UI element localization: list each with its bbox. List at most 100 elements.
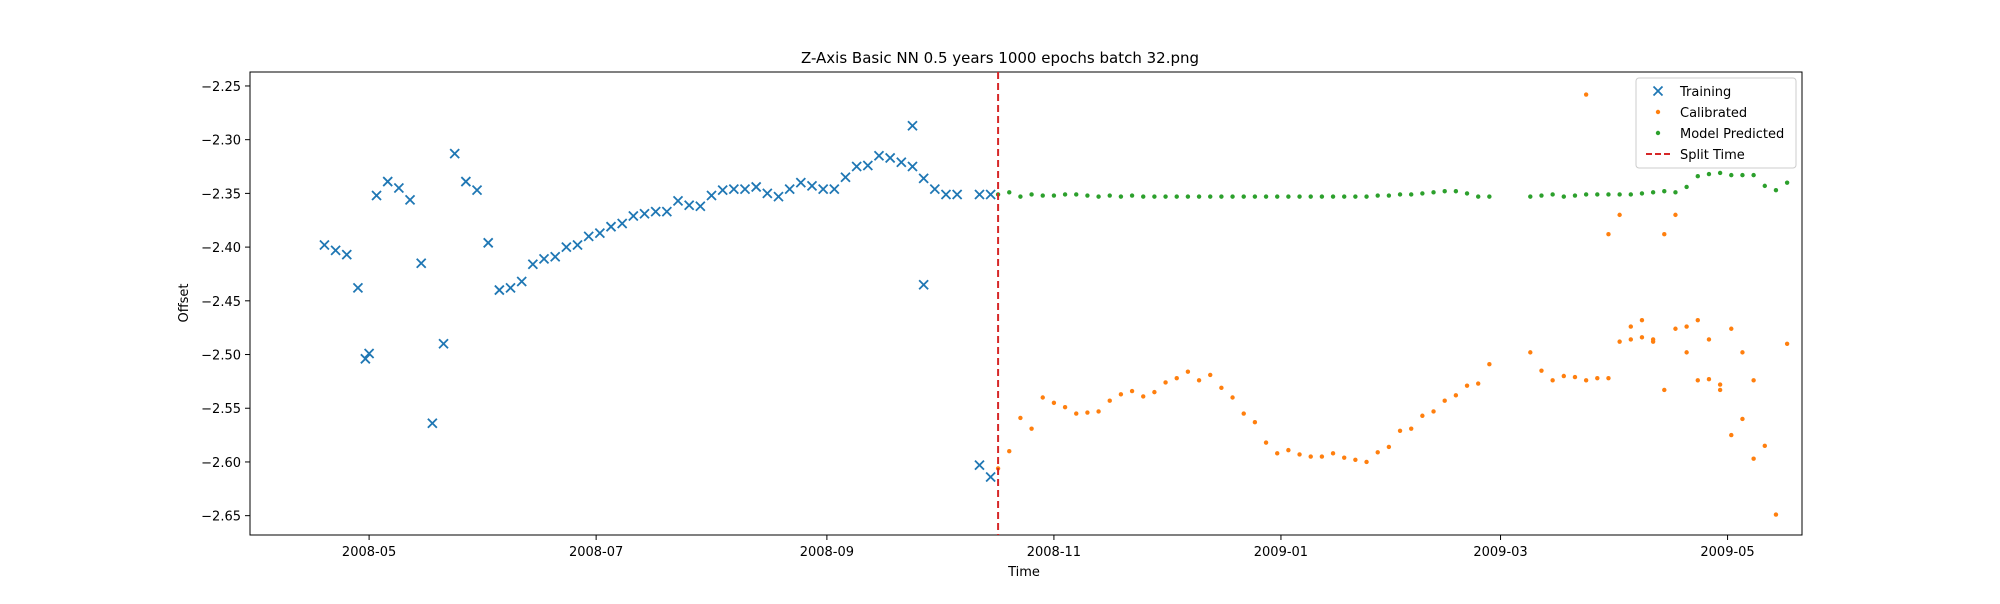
training-point	[583, 231, 594, 242]
model-predicted-point	[1583, 192, 1589, 197]
calibrated-point	[1286, 447, 1291, 453]
calibrated-point	[1628, 324, 1633, 329]
model-predicted-point	[1219, 194, 1224, 199]
calibrated-point	[1617, 212, 1622, 218]
training-point	[974, 460, 985, 471]
training-point	[516, 276, 527, 287]
model-predicted-point	[1740, 172, 1745, 178]
y-tick-label: −2.55	[201, 402, 241, 417]
model-predicted-point	[1628, 192, 1633, 197]
legend-item-split-time: Split Time	[1646, 148, 1745, 163]
model-predicted-point	[1706, 171, 1712, 177]
calibrated-point	[1617, 339, 1622, 344]
training-point	[460, 176, 472, 187]
y-tick-label: −2.25	[201, 80, 241, 95]
calibrated-point	[1606, 375, 1611, 381]
calibrated-point	[1684, 324, 1689, 329]
model-predicted-point	[1018, 194, 1023, 199]
calibrated-point	[1386, 444, 1392, 450]
calibrated-point	[1409, 426, 1414, 431]
training-point	[628, 210, 639, 222]
legend-box	[1635, 77, 1797, 169]
calibrated-point	[1751, 456, 1756, 461]
calibrated-point	[1476, 381, 1481, 386]
calibrated-point	[1695, 378, 1700, 383]
calibrated-point	[1751, 378, 1756, 383]
calibrated-point	[1163, 380, 1168, 385]
training-point	[471, 185, 483, 196]
model-predicted-point	[1487, 194, 1492, 199]
calibrated-point	[1129, 388, 1135, 394]
training-point	[416, 258, 427, 269]
calibrated-point	[1762, 443, 1767, 449]
training-point	[527, 259, 538, 270]
training-point	[728, 183, 739, 195]
calibrated-point	[1208, 372, 1213, 378]
calibrated-point	[1029, 426, 1034, 431]
calibrated-point	[1342, 455, 1347, 460]
model-predicted-point	[1141, 194, 1146, 199]
model-predicted-point	[1085, 193, 1090, 198]
model-predicted-point	[1572, 193, 1578, 198]
x-axis-label: Time	[1007, 565, 1040, 580]
training-point	[896, 157, 907, 168]
calibrated-point	[1695, 317, 1700, 323]
plot-axes: 2008-05 2008-07 2008-09 2008-11 2009-01 2009-…	[201, 71, 1803, 560]
x-tick-label: 2008-05	[342, 545, 396, 560]
training-point	[873, 150, 885, 161]
calibrated-point	[1062, 404, 1068, 410]
training-point	[363, 348, 375, 359]
calibrated-point	[1040, 395, 1045, 400]
training-point	[352, 282, 364, 294]
training-point	[751, 181, 762, 193]
training-point	[538, 253, 550, 265]
calibrated-point	[1263, 440, 1269, 445]
training-point	[918, 279, 929, 290]
calibrated-point	[1684, 350, 1689, 355]
training-point	[617, 218, 628, 229]
y-tick-label: −2.30	[201, 134, 241, 149]
model-predicted-point	[1773, 187, 1779, 193]
model-predicted-point	[1241, 194, 1246, 199]
legend-marker	[1652, 85, 1664, 97]
calibrated-point	[1706, 377, 1712, 382]
calibrated-point	[1375, 450, 1380, 455]
calibrated-point	[1662, 387, 1667, 393]
training-point	[795, 177, 806, 188]
calibrated-point	[1397, 428, 1403, 433]
x-tick-label: 2008-07	[569, 545, 623, 560]
y-tick-label: −2.60	[201, 456, 241, 471]
calibrated-point	[1561, 373, 1567, 379]
training-point	[885, 152, 896, 164]
legend-marker	[1655, 109, 1661, 115]
model-predicted-point	[1353, 194, 1358, 199]
model-predicted-point	[1074, 192, 1079, 197]
chart-title: Z-Axis Basic NN 0.5 years 1000 epochs ba…	[801, 49, 1199, 67]
training-point	[985, 471, 996, 483]
model-predicted-point	[1717, 170, 1723, 176]
legend-label: Training	[1679, 85, 1731, 100]
training-point	[427, 418, 438, 429]
calibrated-point	[1174, 375, 1179, 381]
training-point	[907, 161, 918, 172]
y-tick-label: −2.65	[201, 510, 241, 525]
calibrated-point	[1717, 387, 1723, 393]
model-predicted-point	[1330, 194, 1336, 199]
x-tick-label: 2009-01	[1254, 545, 1308, 560]
training-point	[929, 183, 940, 195]
calibrated-point	[1141, 394, 1146, 399]
model-predicted-point	[1196, 194, 1202, 199]
training-point	[650, 206, 661, 217]
calibrated-point	[1051, 400, 1057, 406]
training-point	[762, 188, 773, 199]
calibrated-point	[1639, 335, 1645, 340]
training-point	[319, 239, 330, 251]
training-point	[438, 338, 449, 349]
training-point	[572, 239, 583, 251]
calibrated-point	[1729, 326, 1734, 331]
model-predicted-point	[1007, 190, 1012, 195]
legend-label: Split Time	[1680, 148, 1745, 163]
model-predicted-point	[1528, 194, 1533, 199]
model-predicted-point	[1174, 194, 1179, 199]
calibrated-point	[1319, 454, 1325, 459]
